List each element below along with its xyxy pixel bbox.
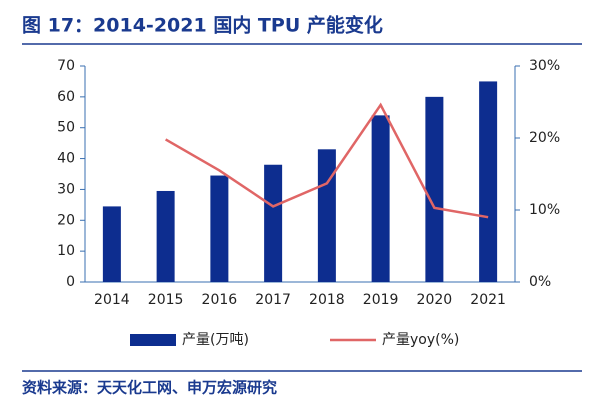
y2-tick-label: 0% [529, 274, 551, 290]
y2-tick-label: 30% [529, 58, 560, 74]
bar [371, 115, 390, 282]
x-tick-label: 2014 [94, 292, 130, 308]
bar [102, 206, 121, 282]
x-tick-label: 2021 [470, 292, 506, 308]
y-tick-label: 10 [57, 243, 75, 259]
bar [264, 164, 283, 282]
legend-swatch [130, 334, 176, 346]
x-tick-label: 2020 [417, 292, 453, 308]
y-tick-label: 20 [57, 212, 75, 228]
y-tick-label: 30 [57, 181, 75, 197]
x-tick-label: 2018 [309, 292, 345, 308]
bar [210, 175, 229, 282]
legend-label: 产量yoy(%) [382, 332, 459, 348]
x-tick-label: 2017 [255, 292, 291, 308]
bar [317, 149, 336, 282]
x-tick-label: 2019 [363, 292, 399, 308]
bar [156, 190, 175, 282]
bar [479, 81, 498, 282]
y-tick-label: 0 [66, 274, 75, 290]
y2-tick-label: 10% [529, 202, 560, 218]
chart-title: 图 17：2014-2021 国内 TPU 产能变化 [22, 14, 383, 37]
y-tick-label: 40 [57, 151, 75, 167]
x-tick-label: 2015 [148, 292, 184, 308]
legend-label: 产量(万吨) [182, 332, 249, 348]
line [165, 102, 489, 219]
x-tick-label: 2016 [202, 292, 238, 308]
y2-tick-label: 20% [529, 130, 560, 146]
y-tick-label: 60 [57, 89, 75, 105]
source: 资料来源：天天化工网、申万宏源研究 [22, 379, 277, 397]
y-tick-label: 70 [57, 58, 75, 74]
y-tick-label: 50 [57, 120, 75, 136]
bar [425, 96, 444, 282]
